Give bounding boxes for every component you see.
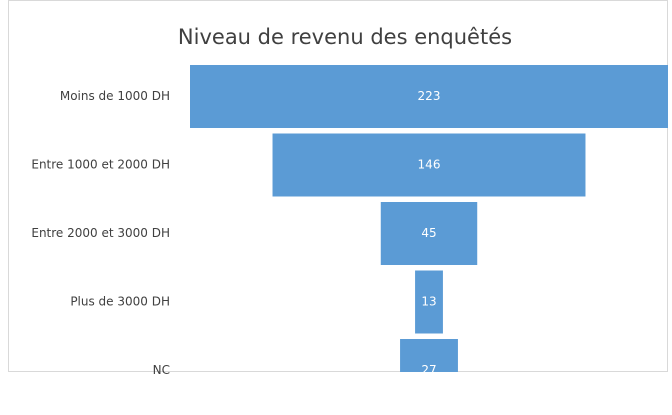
value-label: 146 [418,158,441,172]
category-label: NC [153,363,170,377]
category-label: Plus de 3000 DH [70,295,170,309]
category-label: Moins de 1000 DH [60,89,170,103]
chart-title: Niveau de revenu des enquêtés [178,25,512,49]
value-label: 13 [421,295,436,309]
category-label: Entre 2000 et 3000 DH [31,226,170,240]
funnel-bar [190,65,668,128]
funnel-bar [272,133,586,197]
category-label: Entre 1000 et 2000 DH [31,158,170,172]
value-label: 223 [418,89,441,103]
funnel-bar [380,202,478,265]
value-label: 27 [421,363,436,377]
plot-area: 223 146 45 13 27 [190,65,668,377]
value-label: 45 [421,226,436,240]
funnel-bar [400,339,458,372]
funnel-bar [415,270,443,334]
